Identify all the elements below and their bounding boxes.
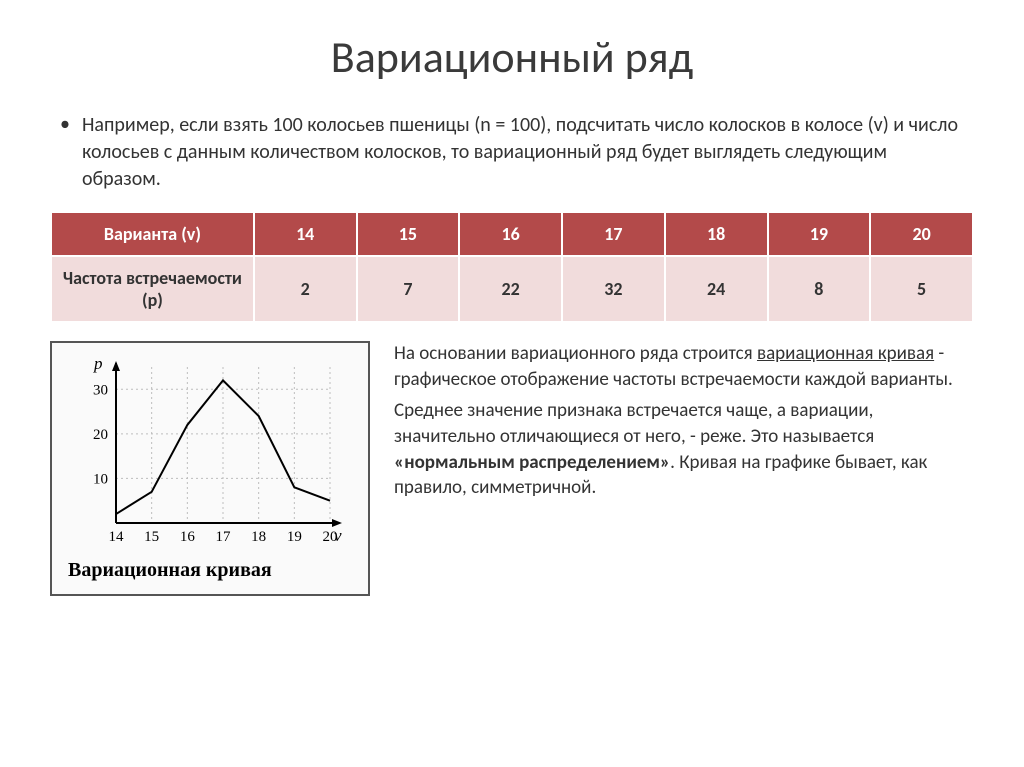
table-cell: 7 (357, 256, 460, 322)
table-header-cell: 18 (665, 212, 768, 256)
table-cell: 8 (768, 256, 871, 322)
table-cell: 5 (870, 256, 973, 322)
intro-text: Например, если взять 100 колосьев пшениц… (82, 112, 964, 193)
explanation-p2: Среднее значение признака встречается ча… (394, 398, 974, 501)
svg-text:v: v (334, 526, 342, 545)
svg-text:14: 14 (109, 529, 125, 545)
table-header-cell: 14 (254, 212, 357, 256)
table-cell: 32 (562, 256, 665, 322)
table-header-label: Варианта (v) (51, 212, 254, 256)
table-header-cell: 17 (562, 212, 665, 256)
bullet-icon: • (60, 112, 70, 136)
variation-table: Варианта (v) 14 15 16 17 18 19 20 Частот… (50, 211, 974, 323)
svg-text:16: 16 (180, 529, 196, 545)
chart-container: 10203014151617181920pv Вариационная крив… (50, 341, 370, 596)
svg-text:10: 10 (93, 471, 108, 487)
intro-block: • Например, если взять 100 колосьев пшен… (50, 112, 974, 193)
explanation-p1: На основании вариационного ряда строится… (394, 341, 974, 392)
table-header-cell: 15 (357, 212, 460, 256)
svg-text:20: 20 (93, 427, 108, 443)
svg-text:p: p (93, 354, 103, 373)
explanation-block: На основании вариационного ряда строится… (394, 341, 974, 596)
table-row-label: Частота встречаемости (p) (51, 256, 254, 322)
svg-text:17: 17 (216, 529, 232, 545)
svg-text:18: 18 (251, 529, 266, 545)
table-header-cell: 19 (768, 212, 871, 256)
svg-text:19: 19 (287, 529, 302, 545)
variation-curve-chart: 10203014151617181920pv (70, 353, 350, 553)
table-cell: 2 (254, 256, 357, 322)
svg-text:15: 15 (144, 529, 159, 545)
chart-caption: Вариационная кривая (62, 559, 358, 582)
table-cell: 24 (665, 256, 768, 322)
svg-text:30: 30 (93, 382, 108, 398)
table-cell: 22 (459, 256, 562, 322)
page-title: Вариационный ряд (50, 30, 974, 84)
table-header-cell: 16 (459, 212, 562, 256)
table-header-cell: 20 (870, 212, 973, 256)
